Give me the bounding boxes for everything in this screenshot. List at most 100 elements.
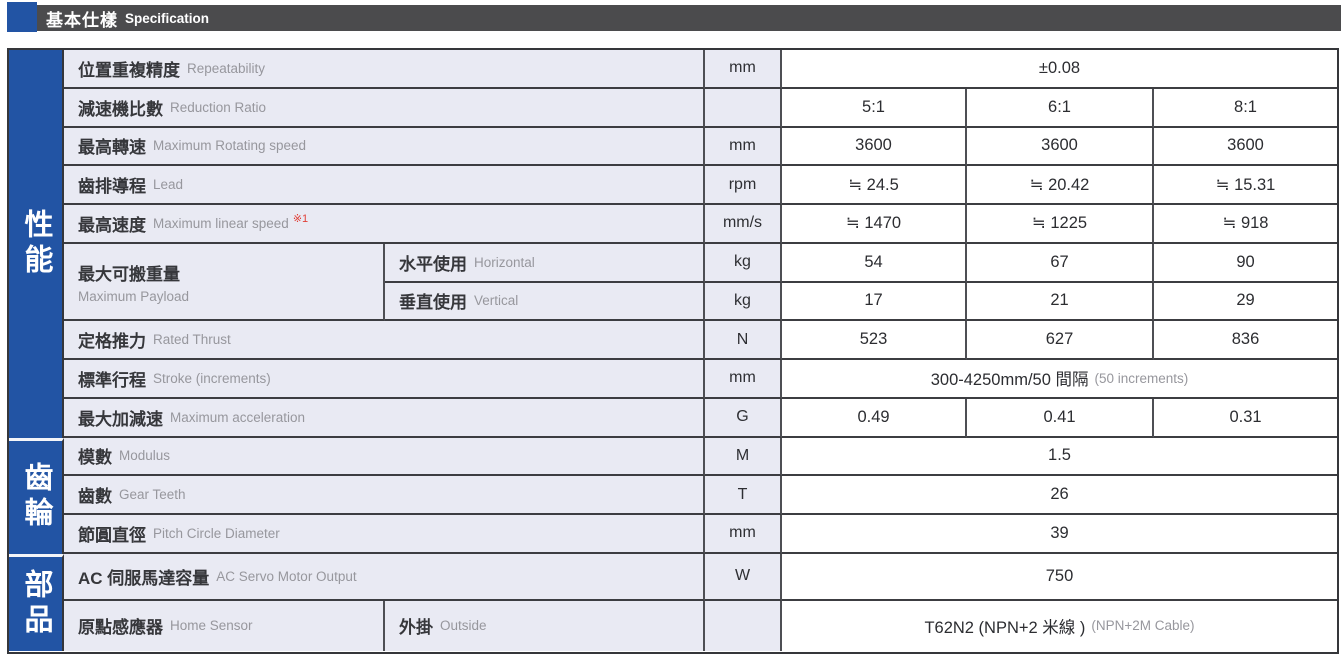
row-servo-output-unit: W — [705, 553, 782, 601]
row-payload-horizontal-unit: kg — [705, 243, 782, 283]
row-modulus-unit: M — [705, 437, 782, 477]
label-zh: 原點感應器 — [78, 618, 163, 638]
row-max-rotating-speed-unit: mm — [705, 127, 782, 167]
max-rotating-speed-value-3: 3600 — [1154, 127, 1337, 167]
row-gear-teeth-label: 齒數 Gear Teeth — [64, 476, 705, 515]
row-pitch-circle-label: 節圓直徑 Pitch Circle Diameter — [64, 515, 705, 554]
reduction-ratio-value-2: 6:1 — [967, 88, 1154, 128]
row-servo-output-label: AC 伺服馬達容量 AC Servo Motor Output — [64, 553, 705, 601]
label-en: Pitch Circle Diameter — [153, 525, 280, 541]
payload-vertical-value-2: 21 — [967, 282, 1154, 322]
max-rotating-speed-value-2: 3600 — [967, 127, 1154, 167]
label-en: Repeatability — [187, 60, 266, 76]
label-en: Vertical — [474, 293, 519, 309]
label-zh: 垂直使用 — [399, 293, 467, 313]
max-acceleration-value-3: 0.31 — [1154, 398, 1337, 438]
label-en: Lead — [153, 177, 184, 193]
home-sensor-value-sub: (NPN+2M Cable) — [1091, 618, 1195, 634]
label-zh: 最大加減速 — [78, 409, 163, 429]
label-zh: 節圓直徑 — [78, 525, 146, 545]
label-en: Rated Thrust — [153, 332, 231, 348]
row-modulus-label: 模數 Modulus — [64, 437, 705, 477]
label-zh: AC 伺服馬達容量 — [78, 568, 210, 588]
label-zh: 減速機比數 — [78, 99, 163, 119]
rated-thrust-value-1: 523 — [782, 321, 967, 360]
max-linear-speed-value-2: ≒ 1225 — [967, 205, 1154, 244]
row-pitch-circle-unit: mm — [705, 515, 782, 554]
header-accent-square — [7, 2, 37, 32]
payload-vertical-value-1: 17 — [782, 282, 967, 322]
label-zh: 最高速度 — [78, 215, 146, 235]
label-en: Outside — [440, 618, 487, 634]
reduction-ratio-value-3: 8:1 — [1154, 88, 1337, 128]
section-parts: 部品 — [9, 553, 64, 651]
label-en: AC Servo Motor Output — [216, 568, 357, 584]
row-home-sensor-unit — [705, 600, 782, 651]
max-acceleration-value-2: 0.41 — [967, 398, 1154, 438]
row-gear-teeth-value: 26 — [782, 476, 1337, 515]
row-payload-vertical-label: 垂直使用 Vertical — [385, 282, 705, 322]
label-zh: 最大可搬重量 — [78, 264, 180, 284]
label-zh: 標準行程 — [78, 370, 146, 390]
row-reduction-ratio-unit — [705, 88, 782, 128]
row-rated-thrust-label: 定格推力 Rated Thrust — [64, 321, 705, 360]
lead-value-3: ≒ 15.31 — [1154, 166, 1337, 205]
section-gear: 齒輪 — [9, 437, 64, 554]
row-gear-teeth-unit: T — [705, 476, 782, 515]
lead-value-1: ≒ 24.5 — [782, 166, 967, 205]
label-en: Maximum acceleration — [170, 409, 306, 425]
row-max-acceleration-unit: G — [705, 398, 782, 438]
payload-horizontal-value-2: 67 — [967, 243, 1154, 283]
row-max-payload-label: 最大可搬重量 Maximum Payload — [64, 243, 385, 322]
section-performance: 性能 — [9, 50, 64, 438]
max-acceleration-value-1: 0.49 — [782, 398, 967, 438]
label-en: Maximum Rotating speed — [153, 138, 307, 154]
label-en: Stroke (increments) — [153, 370, 271, 386]
section-performance-label: 性能 — [20, 208, 52, 279]
stroke-value-main: 300-4250mm/50 間隔 — [930, 371, 1089, 390]
row-home-sensor-label: 原點感應器 Home Sensor — [64, 600, 385, 651]
label-zh: 模數 — [78, 448, 112, 468]
payload-horizontal-value-1: 54 — [782, 243, 967, 283]
label-en: Horizontal — [474, 254, 535, 270]
label-en: Modulus — [119, 448, 171, 464]
section-title-zh: 基本仕樣 — [46, 10, 118, 30]
row-pitch-circle-value: 39 — [782, 515, 1337, 554]
row-max-acceleration-label: 最大加減速 Maximum acceleration — [64, 398, 705, 438]
section-header-bar: 基本仕樣 Specification — [24, 5, 1341, 31]
row-home-sensor-sub-label: 外掛 Outside — [385, 600, 705, 651]
rated-thrust-value-3: 836 — [1154, 321, 1337, 360]
section-title-en: Specification — [125, 10, 210, 26]
label-zh: 最高轉速 — [78, 138, 146, 158]
stroke-value-sub: (50 increments) — [1094, 370, 1189, 386]
row-max-linear-speed-label: 最高速度 Maximum linear speed ※1 — [64, 205, 705, 244]
label-zh: 位置重複精度 — [78, 60, 180, 80]
label-zh: 齒數 — [78, 487, 112, 507]
label-zh: 定格推力 — [78, 332, 146, 352]
row-home-sensor-value: T62N2 (NPN+2 米線 ) (NPN+2M Cable) — [782, 600, 1337, 651]
lead-value-2: ≒ 20.42 — [967, 166, 1154, 205]
row-stroke-unit: mm — [705, 360, 782, 399]
row-payload-horizontal-label: 水平使用 Horizontal — [385, 243, 705, 283]
label-zh: 齒排導程 — [78, 177, 146, 197]
row-max-rotating-speed-label: 最高轉速 Maximum Rotating speed — [64, 127, 705, 167]
label-zh: 水平使用 — [399, 254, 467, 274]
payload-vertical-value-3: 29 — [1154, 282, 1337, 322]
label-en: Maximum Payload — [78, 288, 190, 304]
row-repeatability-label: 位置重複精度 Repeatability — [64, 50, 705, 89]
section-gear-label: 齒輪 — [20, 462, 52, 533]
row-repeatability-value: ±0.08 — [782, 50, 1337, 89]
payload-horizontal-value-3: 90 — [1154, 243, 1337, 283]
label-en: Home Sensor — [170, 618, 253, 634]
max-linear-speed-value-3: ≒ 918 — [1154, 205, 1337, 244]
home-sensor-value-main: T62N2 (NPN+2 米線 ) — [924, 618, 1086, 637]
row-servo-output-value: 750 — [782, 553, 1337, 601]
row-lead-label: 齒排導程 Lead — [64, 166, 705, 205]
row-payload-vertical-unit: kg — [705, 282, 782, 322]
row-repeatability-unit: mm — [705, 50, 782, 89]
label-en: Reduction Ratio — [170, 99, 267, 115]
label-en: Maximum linear speed — [153, 215, 289, 231]
row-stroke-value: 300-4250mm/50 間隔 (50 increments) — [782, 360, 1337, 399]
row-rated-thrust-unit: N — [705, 321, 782, 360]
